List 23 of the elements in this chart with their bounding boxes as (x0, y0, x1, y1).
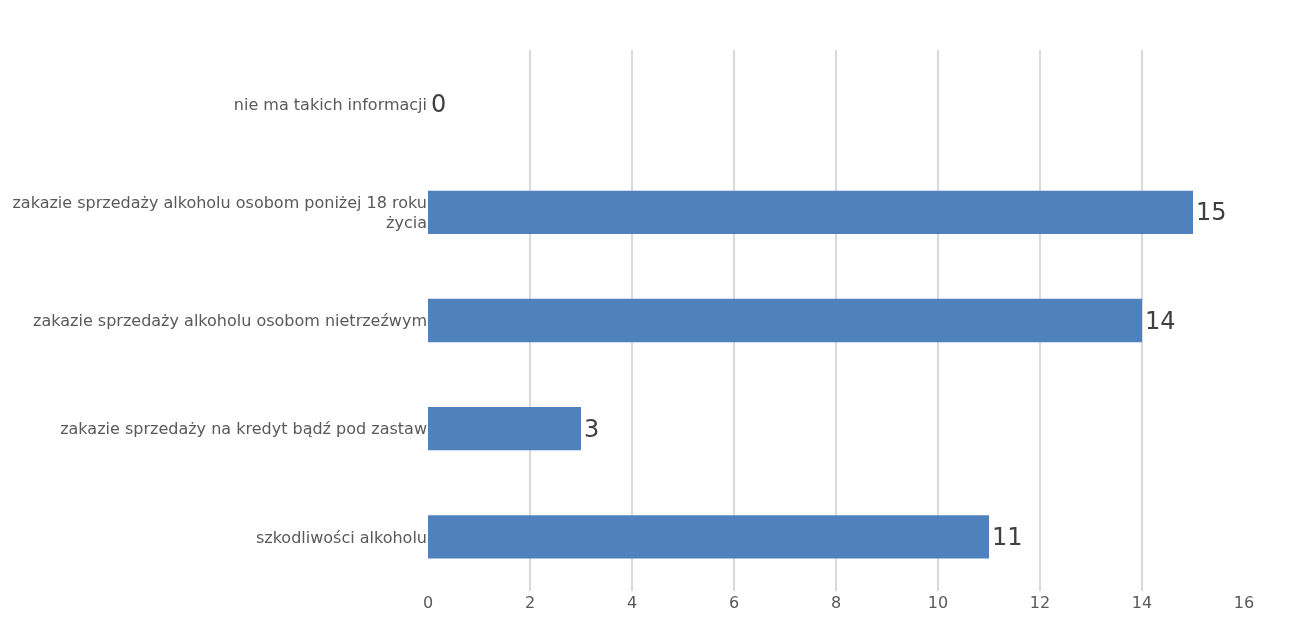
y-tick-label: zakazie sprzedaży alkoholu osobom poniżej 18 roku życia (12, 192, 427, 233)
x-tick-label: 14 (1131, 593, 1153, 612)
bar (428, 407, 581, 451)
x-tick-label: 12 (1029, 593, 1051, 612)
bar (428, 298, 1142, 343)
x-tick-label: 2 (524, 593, 536, 612)
x-tick-label: 8 (830, 593, 842, 612)
x-tick-label: 10 (927, 593, 949, 612)
x-tick-label: 0 (422, 593, 434, 612)
x-tick-label: 6 (728, 593, 740, 612)
data-label: 14 (1145, 306, 1176, 335)
x-tick-label: 16 (1233, 593, 1255, 612)
y-tick-label: zakazie sprzedaży na kredyt bądź pod zastaw (60, 419, 427, 439)
bar (428, 515, 989, 559)
bar (428, 190, 1193, 234)
y-tick-label: nie ma takich informacji (233, 94, 427, 114)
data-label: 11 (992, 522, 1023, 551)
y-tick-label: szkodliwości alkoholu (255, 527, 427, 547)
y-tick-label: zakazie sprzedaży alkoholu osobom nietrzeźwym (33, 311, 427, 331)
data-label: 0 (431, 90, 447, 119)
data-label: 15 (1196, 198, 1227, 227)
x-tick-label: 4 (626, 593, 638, 612)
data-label: 3 (584, 414, 600, 443)
